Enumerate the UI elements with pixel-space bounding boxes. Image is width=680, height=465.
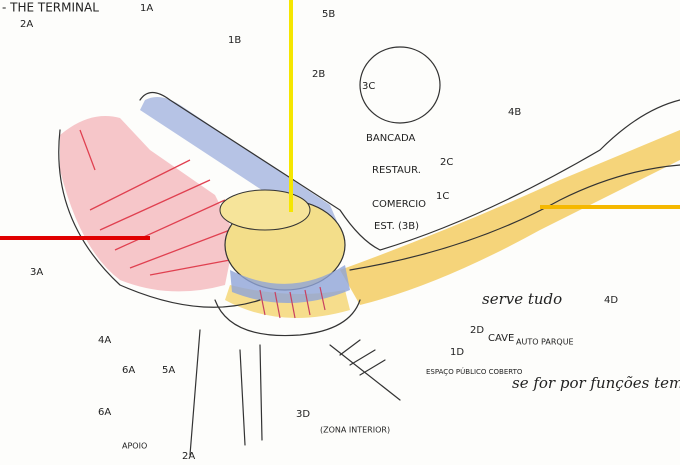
- label: EST. (3B): [374, 221, 419, 232]
- sketch: - THE TERMINAL 1A 2A 1B 5B 2B 3C BANCADA RESTAU…: [0, 0, 680, 465]
- label: (ZONA INTERIOR): [320, 426, 390, 435]
- label: 2B: [312, 69, 325, 80]
- label: AUTO PARQUE: [516, 338, 574, 347]
- label: APOIO: [122, 442, 147, 451]
- label: 3C: [362, 81, 375, 92]
- label: 1D: [450, 347, 464, 358]
- label: BANCADA: [366, 133, 416, 144]
- label: serve tudo: [482, 290, 562, 308]
- label: COMERCIO: [372, 199, 426, 210]
- label: 2A: [20, 19, 33, 30]
- label: 6A: [98, 407, 111, 418]
- label: se for por funções temporárias: [512, 374, 680, 392]
- label: 3A: [30, 267, 43, 278]
- label: 2C: [440, 157, 453, 168]
- label: 1C: [436, 191, 449, 202]
- title: - THE TERMINAL: [2, 1, 99, 15]
- label: 4D: [604, 295, 618, 306]
- label: ESPAÇO PÚBLICO COBERTO: [426, 367, 523, 376]
- label: 1B: [228, 35, 241, 46]
- label: 3D: [296, 409, 310, 420]
- bancada: [220, 190, 310, 230]
- label: 2A: [182, 451, 195, 462]
- label: 1A: [140, 3, 153, 14]
- label: 6A: [122, 365, 135, 376]
- label: RESTAUR.: [372, 165, 421, 176]
- label: 4B: [508, 107, 521, 118]
- label: CAVE: [488, 333, 514, 344]
- label: 5B: [322, 9, 335, 20]
- label: 5A: [162, 365, 175, 376]
- label: 4A: [98, 335, 111, 346]
- label: 2D: [470, 325, 484, 336]
